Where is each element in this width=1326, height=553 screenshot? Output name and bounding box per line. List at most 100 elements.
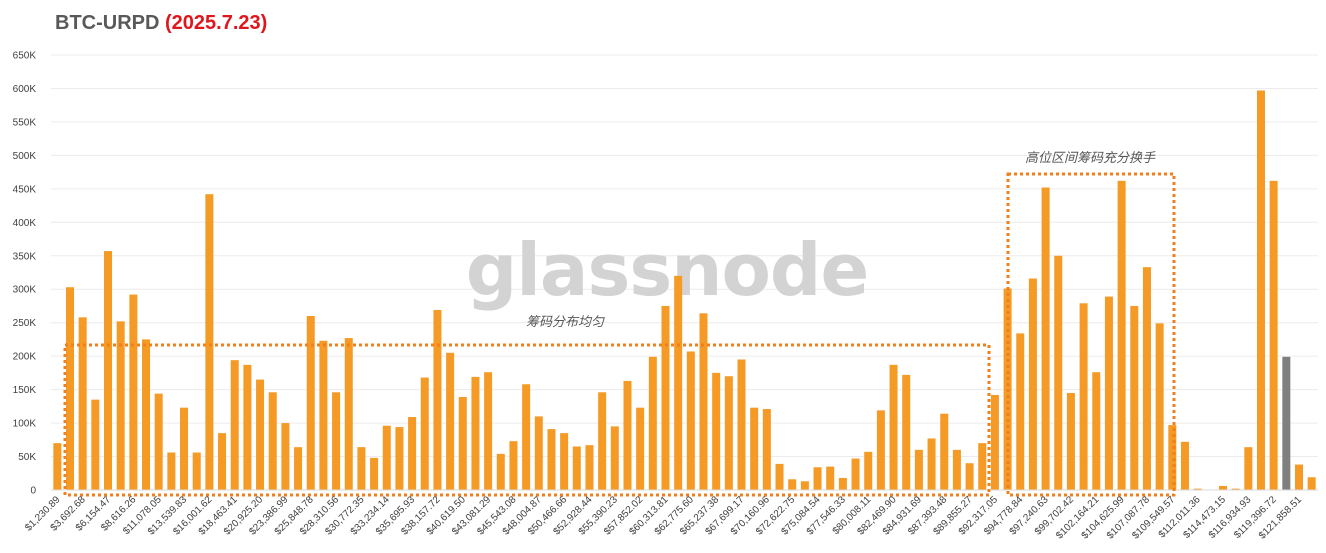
bar xyxy=(864,451,873,490)
bar xyxy=(1054,255,1063,490)
bar xyxy=(268,392,277,490)
bar xyxy=(91,399,100,490)
bar xyxy=(1079,303,1088,490)
bar xyxy=(420,377,429,490)
y-axis: 0 50K 100K 150K 200K 250K 300K 350K 400K 450K 500K… xyxy=(13,51,37,497)
bar xyxy=(243,364,252,490)
bar xyxy=(636,407,645,490)
bar xyxy=(357,447,366,490)
bar xyxy=(509,441,518,490)
bar xyxy=(154,393,163,490)
bar xyxy=(876,410,885,490)
bar xyxy=(1130,305,1139,490)
bar xyxy=(775,463,784,490)
y-tick-label: 150K xyxy=(13,385,37,396)
bar xyxy=(306,316,315,490)
bar xyxy=(534,416,543,490)
bar xyxy=(433,309,442,490)
bar xyxy=(104,251,113,490)
bar xyxy=(116,321,125,490)
bar-series xyxy=(53,90,1316,490)
chart-title-date: (2025.7.23) xyxy=(165,12,268,34)
bar xyxy=(53,443,62,490)
bar xyxy=(66,287,74,490)
bar xyxy=(838,477,847,490)
bar xyxy=(382,425,391,490)
bar xyxy=(1256,90,1265,490)
bar xyxy=(940,413,949,490)
watermark-logo: glassnode xyxy=(466,228,869,312)
bar xyxy=(446,352,455,490)
bar xyxy=(978,443,987,490)
bar xyxy=(952,449,961,490)
bar xyxy=(674,275,683,490)
bar xyxy=(572,446,581,490)
bar xyxy=(1231,488,1240,490)
bar xyxy=(1016,333,1025,490)
bar xyxy=(851,458,860,490)
bar xyxy=(1282,356,1291,490)
annotation-uniform-label: 筹码分布均匀 xyxy=(526,315,605,330)
bar xyxy=(192,452,201,490)
y-tick-label: 500K xyxy=(13,151,37,162)
bar xyxy=(750,407,759,490)
y-tick-label: 350K xyxy=(13,251,37,262)
bar xyxy=(648,356,657,490)
bar xyxy=(332,392,341,490)
bar xyxy=(610,426,619,490)
bar xyxy=(547,429,556,490)
bar xyxy=(788,479,797,490)
annotation-high-range-label: 高位区间筹码充分换手 xyxy=(1025,150,1156,166)
bar xyxy=(496,453,505,490)
bar xyxy=(699,313,708,490)
y-tick-label: 600K xyxy=(13,84,37,95)
bar xyxy=(484,372,493,490)
bar xyxy=(256,379,265,490)
annotation-box-high-range xyxy=(1006,172,1176,497)
bar xyxy=(230,360,239,490)
y-tick-label: 550K xyxy=(13,117,37,128)
bar xyxy=(560,433,569,490)
bar xyxy=(1066,392,1075,490)
y-tick-label: 0 xyxy=(30,486,36,497)
bar xyxy=(598,392,607,490)
bar xyxy=(129,294,138,490)
bar xyxy=(218,433,227,490)
bar xyxy=(294,447,303,490)
bar xyxy=(1218,485,1227,490)
bar xyxy=(927,438,936,490)
bar xyxy=(1104,296,1113,490)
y-tick-label: 200K xyxy=(13,352,37,363)
bar xyxy=(813,467,822,490)
bar xyxy=(889,364,898,490)
bar xyxy=(142,339,151,490)
bar xyxy=(370,457,379,490)
bar xyxy=(1117,180,1126,490)
bar xyxy=(737,359,746,490)
y-tick-label: 300K xyxy=(13,285,37,296)
bar xyxy=(965,463,974,490)
bar xyxy=(585,445,594,490)
bar xyxy=(623,380,632,490)
bar xyxy=(902,374,911,490)
y-tick-label: 400K xyxy=(13,218,37,229)
bar xyxy=(522,384,531,490)
y-tick-label: 100K xyxy=(13,419,37,430)
y-tick-label: 650K xyxy=(13,51,37,62)
bar xyxy=(1041,187,1050,490)
bar xyxy=(281,423,290,490)
bar xyxy=(1028,278,1037,490)
chart-title: BTC-URPD (2025.7.23) xyxy=(55,12,267,35)
bar xyxy=(1193,488,1202,490)
bar xyxy=(395,427,404,490)
bar xyxy=(762,409,771,490)
bar xyxy=(1269,180,1278,490)
bar xyxy=(205,194,214,490)
bar xyxy=(990,394,999,490)
bar xyxy=(1168,425,1177,490)
bar xyxy=(1180,441,1189,490)
bar xyxy=(167,452,176,490)
bar xyxy=(686,351,695,490)
bar xyxy=(344,338,353,490)
